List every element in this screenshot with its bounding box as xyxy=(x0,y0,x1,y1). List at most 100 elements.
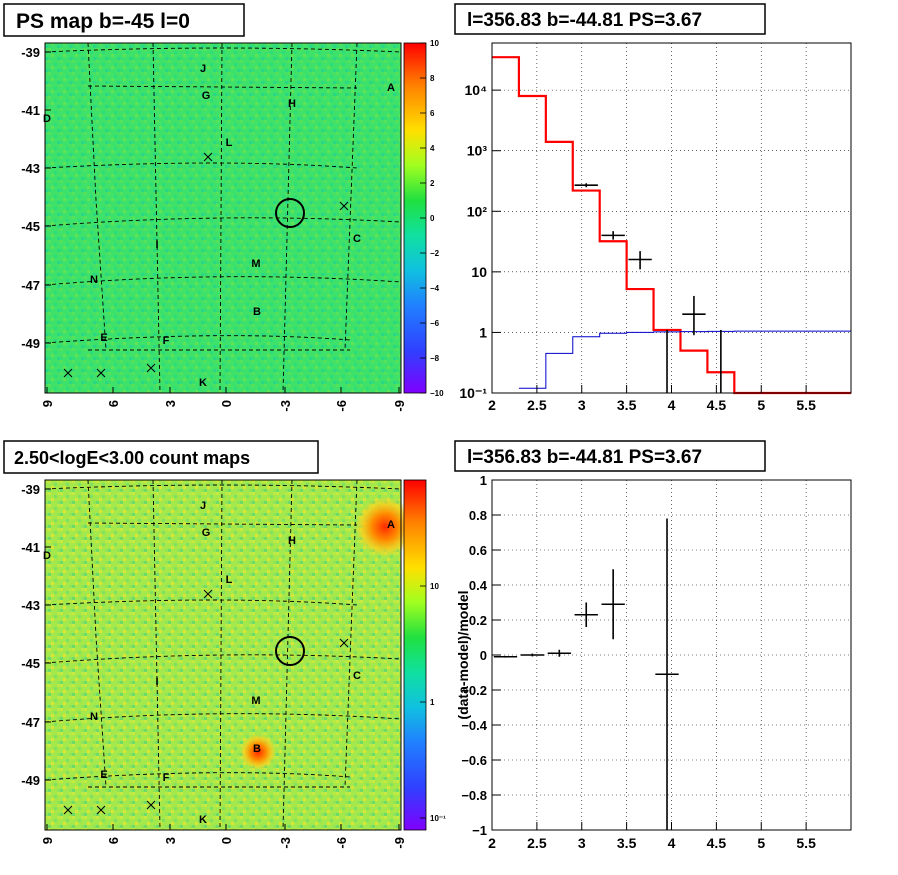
spectrum-x-tick-label: 4.5 xyxy=(707,397,727,413)
map-y-tick-label: -43 xyxy=(21,161,40,176)
colorbar-tick-label: −8 xyxy=(430,354,440,363)
map-y-tick-label: -47 xyxy=(21,278,40,293)
source-label-i: I xyxy=(155,676,158,688)
cross-marker xyxy=(146,800,156,810)
count-map-source-circle xyxy=(275,636,305,666)
map-y-tick-label: -41 xyxy=(21,540,40,555)
count-map-panel: 2.50<logE<3.00 count maps J A G H D L C I M N B E F K… xyxy=(3,440,446,849)
spectrum-x-tick-label: 5 xyxy=(757,397,765,413)
map-x-tick-label: 6 xyxy=(106,400,121,407)
map-grid-line xyxy=(87,522,358,526)
ps-map-coordinate-grid xyxy=(44,42,402,394)
spectrum-background-step-line xyxy=(518,330,851,389)
source-label-a: A xyxy=(387,519,395,531)
spectrum-y-tick-label: 10 xyxy=(471,264,487,280)
residual-x-tick-label: 5 xyxy=(757,835,765,851)
ps-map-source-labels: J A G H D L C I M N B E F K xyxy=(43,63,395,389)
map-grid-line xyxy=(344,42,358,351)
spectrum-model-step-line xyxy=(492,56,851,395)
colorbar-tick-label: 8 xyxy=(430,74,435,83)
source-label-m: M xyxy=(251,695,260,707)
map-x-tick-label: 0 xyxy=(219,837,234,844)
residual-ticks: 2 2.5 3 3.5 4 4.5 5 5.5 1 0.8 0.6 0.4 0.2 0 −0.2 −0.4 −0… xyxy=(461,473,816,851)
residual-x-tick-label: 5.5 xyxy=(796,835,816,851)
count-map-title-box xyxy=(3,440,319,474)
residual-marks xyxy=(493,518,679,830)
source-label-e: E xyxy=(100,769,107,781)
spectrum-title-box xyxy=(454,3,766,35)
map-grid-line xyxy=(44,654,402,664)
source-label-f: F xyxy=(163,772,170,784)
residual-y-axis-label: (data-model)/model xyxy=(455,590,471,719)
map-grid-line xyxy=(219,479,223,831)
cross-marker xyxy=(63,368,73,378)
residual-y-tick-label: 0.6 xyxy=(469,543,487,558)
map-x-tick-label: -3 xyxy=(278,400,293,412)
map-grid-line xyxy=(87,42,107,351)
map-grid-line xyxy=(44,772,351,781)
residual-y-tick-label: 0 xyxy=(480,648,487,663)
colorbar-tick-label: −6 xyxy=(430,319,440,328)
colorbar-tick-label: 0 xyxy=(430,214,435,223)
source-label-a: A xyxy=(387,82,395,94)
colorbar-tick-label: 10 xyxy=(430,39,439,48)
spectrum-x-tick-label: 4 xyxy=(668,397,676,413)
count-map-hotspot-b xyxy=(240,734,276,770)
colorbar-tick-label: 10⁻¹ xyxy=(430,814,446,823)
residual-panel: l=356.83 b=-44.81 PS=3.67 2 2.5 3 3.5 4 4.5 5 5… xyxy=(454,440,852,851)
count-map-colorbar-ticks: 10 1 10⁻¹ xyxy=(420,582,446,823)
residual-title: l=356.83 b=-44.81 PS=3.67 xyxy=(467,447,702,468)
count-map-y-ticks: -39 -41 -43 -45 -47 -49 xyxy=(21,482,51,788)
ps-map-frame xyxy=(44,42,402,394)
source-label-b: B xyxy=(253,743,261,755)
colorbar-tick-label: 2 xyxy=(430,179,435,188)
ps-map-x-ticks: 9 6 3 0 -3 -6 -9 xyxy=(40,387,407,412)
source-label-m: M xyxy=(251,258,260,270)
map-y-tick-label: -39 xyxy=(21,45,40,60)
map-grid-line xyxy=(87,479,107,788)
cross-marker xyxy=(203,152,213,162)
ps-map-y-ticks: -39 -41 -43 -45 -47 -49 xyxy=(21,45,51,351)
residual-y-tick-label: 0.4 xyxy=(469,578,488,593)
map-grid-line xyxy=(282,42,293,394)
residual-plot-area xyxy=(492,480,851,830)
source-label-d: D xyxy=(43,550,51,562)
spectrum-x-tick-label: 2 xyxy=(488,397,496,413)
residual-y-tick-label: 1 xyxy=(480,473,487,488)
residual-y-tick-label: 0.2 xyxy=(469,613,487,628)
source-label-h: H xyxy=(288,535,296,547)
ps-map-title-box xyxy=(3,3,245,37)
map-grid-line xyxy=(44,713,402,723)
source-label-j: J xyxy=(200,63,206,75)
colorbar-tick-label: −10 xyxy=(430,389,444,398)
map-grid-line xyxy=(44,162,358,169)
map-x-tick-label: 9 xyxy=(40,400,55,407)
ps-map-source-circle xyxy=(275,198,305,228)
source-label-h: H xyxy=(288,98,296,110)
cross-marker xyxy=(96,368,106,378)
map-x-tick-label: -6 xyxy=(334,837,349,849)
residual-x-tick-label: 4 xyxy=(668,835,676,851)
map-grid-line xyxy=(44,599,358,606)
count-map-cross-markers xyxy=(63,589,349,815)
source-label-g: G xyxy=(202,527,211,539)
map-x-tick-label: -3 xyxy=(278,837,293,849)
map-y-tick-label: -49 xyxy=(21,336,40,351)
count-map-coordinate-grid xyxy=(44,479,402,831)
spectrum-title: l=356.83 b=-44.81 PS=3.67 xyxy=(467,10,702,31)
colorbar-tick-label: −4 xyxy=(430,284,440,293)
source-label-k: K xyxy=(199,814,207,826)
spectrum-ticks: 2 2.5 3 3.5 4 4.5 5 5.5 10⁻¹ 1 10 10² 10³ 10⁴ xyxy=(459,82,816,413)
map-y-tick-label: -45 xyxy=(21,219,40,234)
count-map-frame xyxy=(44,479,402,831)
colorbar-tick-label: 1 xyxy=(430,698,435,707)
map-grid-line xyxy=(44,47,402,53)
count-map-hotspot-a xyxy=(355,497,415,557)
residual-x-tick-label: 4.5 xyxy=(707,835,727,851)
map-x-tick-label: 3 xyxy=(163,837,178,844)
cross-marker xyxy=(339,638,349,648)
spectrum-panel: l=356.83 b=-44.81 PS=3.67 2 2.5 3 3.5 4 4.5 5 5… xyxy=(454,3,852,413)
count-map-title: 2.50<logE<3.00 count maps xyxy=(14,448,250,468)
map-y-tick-label: -43 xyxy=(21,598,40,613)
